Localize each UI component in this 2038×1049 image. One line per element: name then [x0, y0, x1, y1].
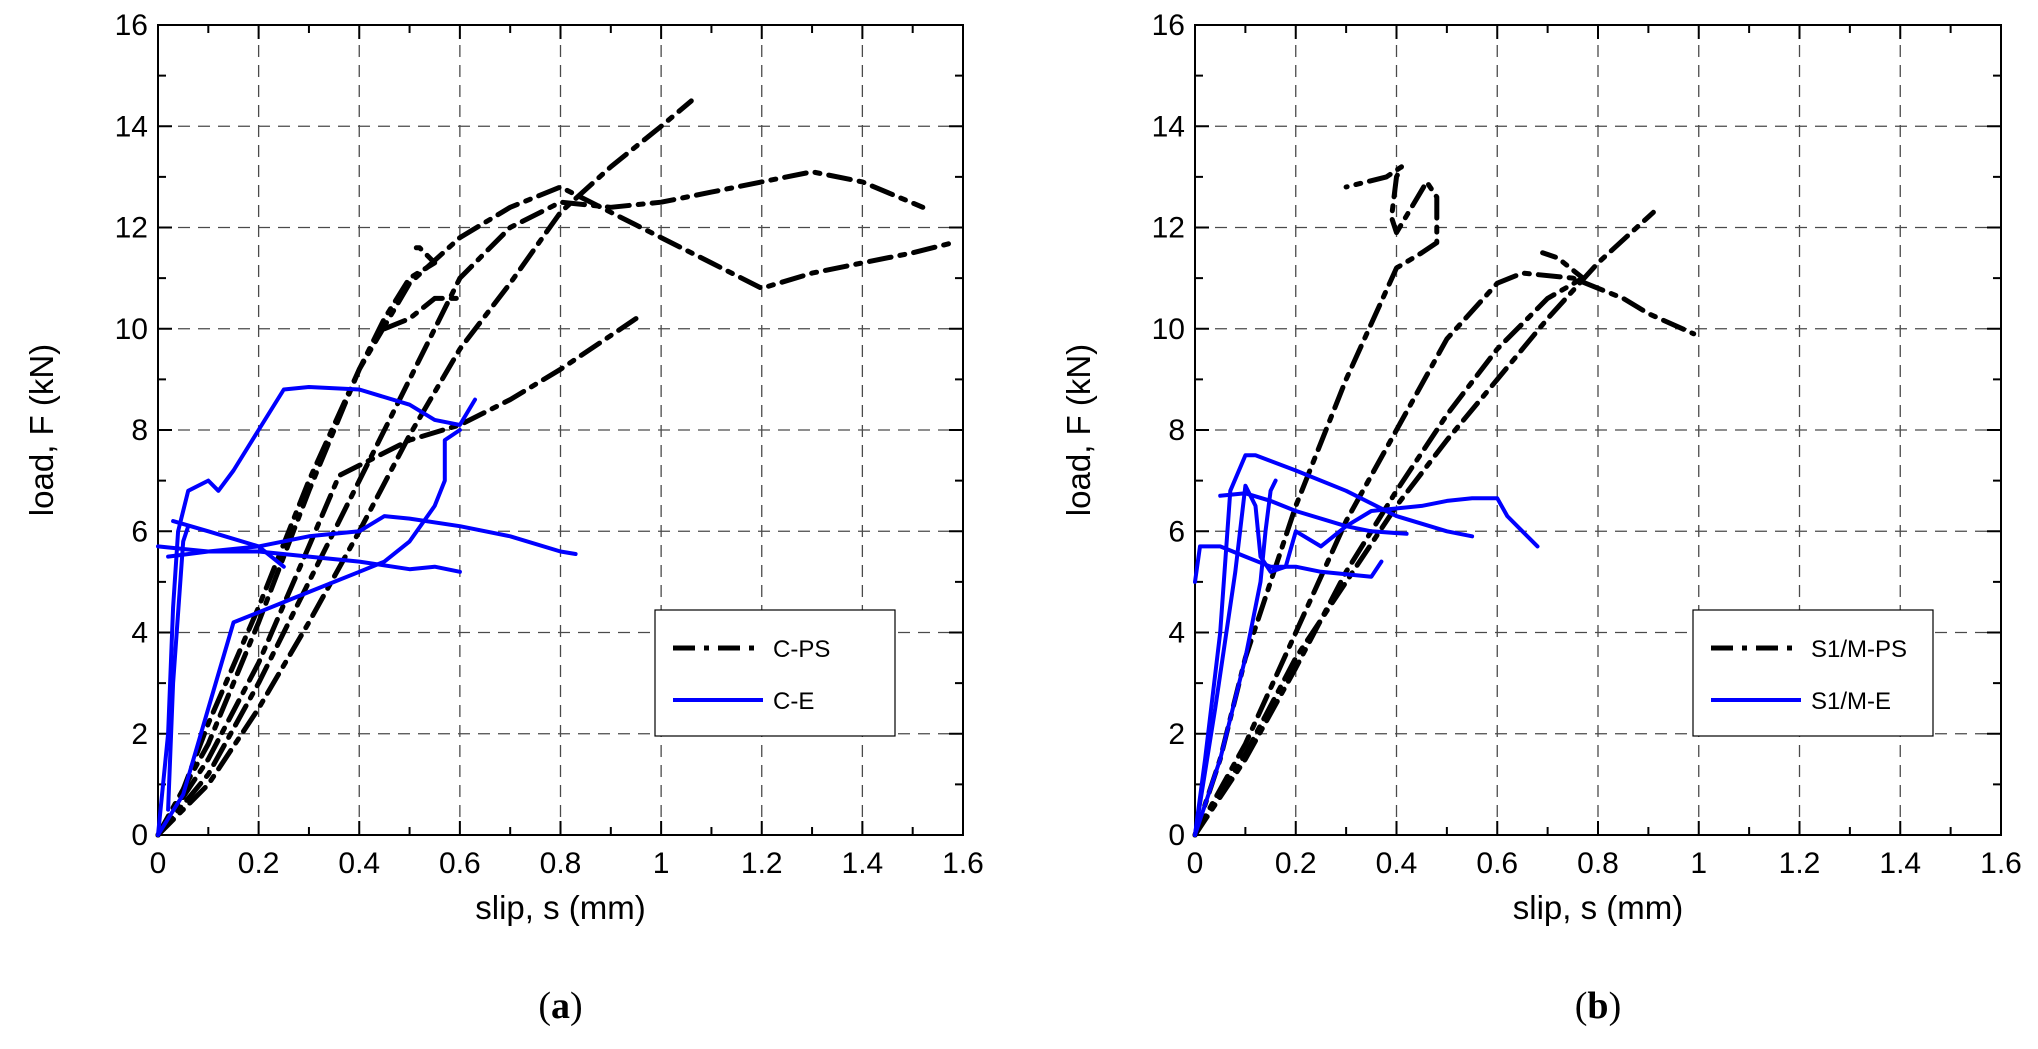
- y-tick-label: 8: [1168, 414, 1185, 447]
- legend: S1/M-PS S1/M-E: [1692, 609, 1934, 737]
- y-axis-title: load, F (kN): [23, 344, 60, 516]
- x-tick-label: 0: [1187, 847, 1204, 880]
- panel-label-close: ): [570, 985, 583, 1027]
- legend-box: [1692, 609, 1934, 737]
- series-line-dash-dot: [1192, 209, 1656, 838]
- series-line-dash-dot: [155, 316, 639, 838]
- x-axis-title: slip, s (mm): [1513, 889, 1683, 926]
- plot-area: [1192, 164, 1697, 838]
- panel-label-letter: a: [551, 985, 570, 1027]
- axes-frame: [157, 24, 964, 836]
- axes-frame: [1194, 24, 2002, 836]
- series-line-dash-dot: [1192, 164, 1440, 838]
- legend-label: S1/M-E: [1811, 688, 1891, 715]
- y-tick-label: 2: [131, 718, 148, 751]
- legend: C-PS C-E: [654, 609, 896, 737]
- x-tick-label: 0: [150, 847, 167, 880]
- x-tick-label: 1: [653, 847, 670, 880]
- series-line-solid: [156, 544, 462, 574]
- y-axis-title: load, F (kN): [1060, 344, 1097, 516]
- chart-panel-b: 0 0.2 0.4 0.6 0.8 1 1.2 1.4 1.6 0 2 4 6 8 10 12 14 16 sli…: [1060, 9, 2022, 1027]
- series-line-dash-dot: [155, 245, 438, 838]
- y-tick-label: 8: [131, 414, 148, 447]
- legend-label: C-PS: [773, 636, 830, 663]
- y-tick-label: 16: [1152, 9, 1185, 42]
- panel-label-close: ): [1609, 985, 1622, 1027]
- y-tick-label: 16: [115, 9, 148, 42]
- x-tick-label: 1.4: [1879, 847, 1921, 880]
- y-tick-label: 10: [1152, 313, 1185, 346]
- x-tick-label: 0.4: [338, 847, 380, 880]
- x-tick-label: 0.2: [1275, 847, 1317, 880]
- panel-label-open: (: [538, 985, 551, 1027]
- x-tick-label: 0.8: [540, 847, 582, 880]
- series-line-solid: [1193, 483, 1540, 837]
- x-tick-label: 1: [1690, 847, 1707, 880]
- legend-label: C-E: [773, 688, 814, 715]
- series-line-solid: [166, 524, 191, 812]
- y-tick-label: 6: [1168, 515, 1185, 548]
- series-line-dash-dot: [155, 169, 926, 838]
- x-tick-label: 1.6: [942, 847, 984, 880]
- y-tick-label: 0: [131, 819, 148, 852]
- y-tick-label: 14: [1152, 110, 1185, 143]
- y-tick-label: 4: [131, 617, 148, 650]
- series-line-dash-dot: [155, 98, 694, 838]
- panel-label: (a): [538, 985, 582, 1027]
- x-tick-label: 0.4: [1376, 847, 1418, 880]
- x-tick-label: 1.2: [1779, 847, 1821, 880]
- x-axis-title: slip, s (mm): [475, 889, 645, 926]
- y-tick-label: 14: [115, 110, 148, 143]
- x-tick-label: 1.4: [842, 847, 884, 880]
- legend-box: [654, 609, 896, 737]
- series-line-solid: [1193, 453, 1475, 837]
- y-tick-label: 12: [115, 212, 148, 245]
- series-line-solid: [171, 519, 286, 569]
- y-tick-label: 12: [1152, 212, 1185, 245]
- y-tick-label: 6: [131, 515, 148, 548]
- panel-label: (b): [1575, 985, 1621, 1027]
- y-tick-label: 4: [1168, 617, 1185, 650]
- x-tick-label: 0.2: [238, 847, 280, 880]
- series-line-solid: [166, 514, 578, 559]
- panel-label-letter: b: [1587, 985, 1608, 1027]
- tick-labels: 0 0.2 0.4 0.6 0.8 1 1.2 1.4 1.6 0 2 4 6 8 10 12 14 16: [1152, 9, 2022, 880]
- series-line-solid: [1218, 491, 1409, 536]
- legend-label: S1/M-PS: [1811, 636, 1907, 663]
- series-line-solid: [156, 385, 477, 837]
- x-tick-label: 1.6: [1980, 847, 2022, 880]
- chart-panel-a: 0 0.2 0.4 0.6 0.8 1 1.2 1.4 1.6 0 2 4 6 8 10 12 14 16 sli…: [23, 9, 984, 1027]
- series-line-solid: [156, 428, 462, 837]
- y-tick-label: 2: [1168, 718, 1185, 751]
- y-tick-label: 10: [115, 313, 148, 346]
- x-tick-label: 1.2: [741, 847, 783, 880]
- plot-area: [155, 98, 956, 838]
- x-tick-label: 0.8: [1577, 847, 1619, 880]
- series-line-dash-dot: [1192, 270, 1697, 838]
- series-line-solid: [1193, 478, 1278, 837]
- tick-labels: 0 0.2 0.4 0.6 0.8 1 1.2 1.4 1.6 0 2 4 6 8 10 12 14 16: [115, 9, 984, 880]
- series-line-dash-dot: [1192, 250, 1586, 838]
- panel-label-open: (: [1575, 985, 1588, 1027]
- x-tick-label: 0.6: [439, 847, 481, 880]
- x-tick-label: 0.6: [1476, 847, 1518, 880]
- series-line-dash-dot: [155, 184, 956, 838]
- series-line-dash-dot: [381, 295, 463, 332]
- y-tick-label: 0: [1168, 819, 1185, 852]
